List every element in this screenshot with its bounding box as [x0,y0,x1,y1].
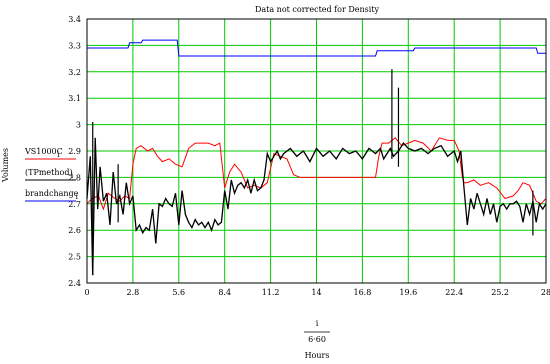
x-tick-label: 28 [541,288,550,297]
series-line-vs1000c [86,137,547,211]
series-group [86,39,547,276]
y-tick-label: 2.5 [68,253,81,262]
series-line-brandchange [87,39,546,57]
y-tick-labels: 2.4 2.5 2.6 2.7 2.8 2.9 3 3.1 3.2 3.3 3.4 [68,15,81,288]
y-tick-label: 2.6 [68,226,81,235]
x-tick-label: 2.8 [127,288,140,297]
x-tick-label: 0 [84,288,89,297]
x-tick-label: 5.6 [172,288,185,297]
y-tick-label: 3.3 [68,41,81,50]
legend-subscript: i [71,172,74,180]
y-tick-label: 3.1 [68,94,81,103]
x-tick-label: 11.2 [262,288,280,297]
x-tick-label: 8.4 [218,288,231,297]
x-tick-label: 14 [311,288,321,297]
chart-title: Data not corrected for Density [255,5,380,14]
x-axis-label: Hours [305,351,330,360]
legend-label: brandchange [25,189,79,198]
x-tick-label: 25.2 [491,288,509,297]
series-line-tpmethod [86,137,547,276]
x-tick-label: 19.6 [399,288,417,297]
y-tick-label: 2.7 [68,200,81,209]
y-tick-label: 2.9 [68,147,81,156]
x-tick-labels: 0 2.8 5.6 8.4 11.2 14 16.8 19.6 22.4 25.2 28 [84,288,550,297]
x-tick-label: 16.8 [353,288,371,297]
y-axis-label: Volumes [1,148,10,183]
y-tick-label: 2.8 [68,173,81,182]
legend-subscript: i [57,151,60,159]
x-tick-label: 22.4 [445,288,463,297]
y-tick-label: 3 [76,121,81,130]
x-axis-label-denominator: 6·60 [308,335,326,344]
y-tick-label: 3.4 [68,15,81,24]
legend-label: (TPmethod) [25,168,73,177]
x-axis-label-numerator: i [316,319,319,328]
y-tick-label: 2.4 [68,279,81,288]
legend-subscript: i [76,193,79,201]
plot-frame [86,18,547,284]
y-tick-label: 3.2 [68,68,81,77]
legend-label: VS1000C [24,147,63,156]
